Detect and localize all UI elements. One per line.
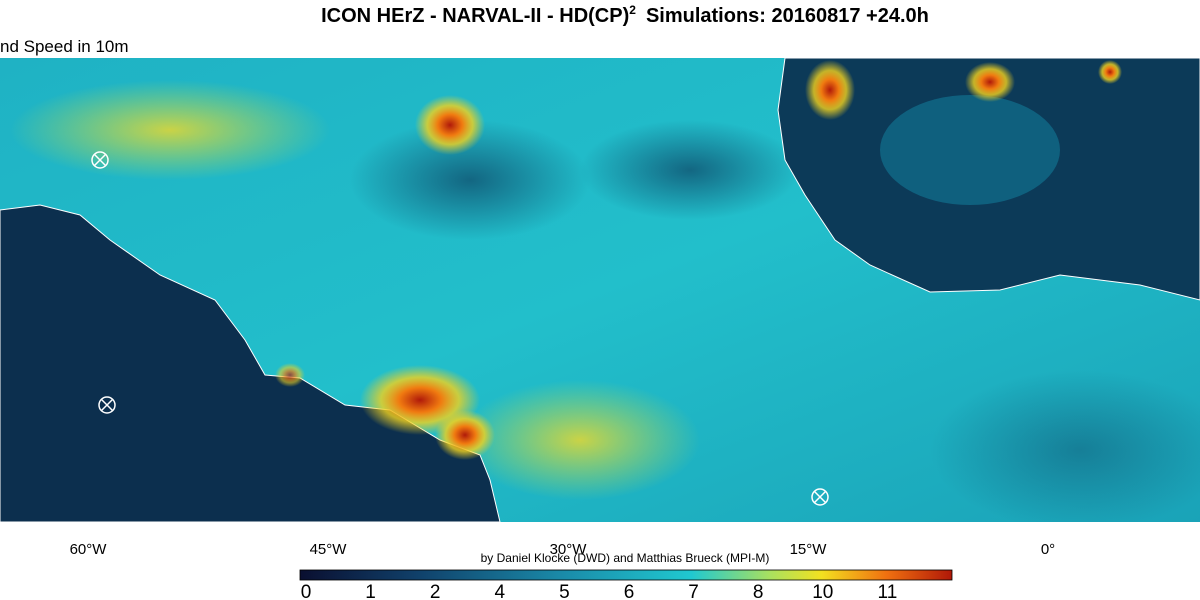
wind-hotspot bbox=[1098, 60, 1122, 84]
colorbar-tick-label: 8 bbox=[753, 582, 764, 600]
wind-hotspot bbox=[415, 95, 485, 155]
wind-hotspot bbox=[805, 60, 855, 120]
colorbar-tick-label: 10 bbox=[812, 582, 833, 600]
colorbar-tick-label: 5 bbox=[559, 582, 570, 600]
site-marker bbox=[91, 151, 109, 169]
colorbar-tick-label: 2 bbox=[430, 582, 441, 600]
credit: by Daniel Klocke (DWD) and Matthias Brue… bbox=[481, 551, 770, 565]
colorbar-ticks: 0 1 2 4 5 6 7 8 10 11 bbox=[301, 582, 898, 600]
longitude-label: 15°W bbox=[790, 541, 828, 558]
title: ICON HErZ - NARVAL-II - HD(CP)2 Simulatio… bbox=[321, 3, 929, 27]
wind-hotspot bbox=[965, 62, 1015, 102]
colorbar-tick-label: 1 bbox=[365, 582, 376, 600]
colorbar bbox=[299, 569, 953, 581]
site-marker bbox=[811, 488, 829, 506]
longitude-label: 0° bbox=[1041, 541, 1055, 558]
calm-region bbox=[930, 370, 1200, 522]
longitude-label: 60°W bbox=[70, 541, 108, 558]
longitude-label: 45°W bbox=[310, 541, 348, 558]
wind-hotspot bbox=[435, 410, 495, 460]
calm-region bbox=[580, 120, 800, 220]
wind-region bbox=[880, 95, 1060, 205]
wind-hotspot bbox=[275, 363, 305, 387]
site-marker bbox=[98, 396, 116, 414]
colorbar-tick-label: 6 bbox=[624, 582, 635, 600]
wind-region bbox=[10, 80, 330, 180]
longitude-labels: 60°W 45°W 30°W 15°W 0° bbox=[70, 541, 1056, 558]
wind-region bbox=[460, 380, 700, 500]
map bbox=[0, 58, 1200, 522]
colorbar-tick-label: 0 bbox=[301, 582, 312, 600]
colorbar-tick-label: 11 bbox=[878, 582, 898, 600]
markers bbox=[91, 151, 829, 506]
subtitle: nd Speed in 10m bbox=[0, 37, 129, 56]
colorbar-tick-label: 4 bbox=[495, 582, 506, 600]
longitude-label: 30°W bbox=[550, 541, 588, 558]
calm-region bbox=[350, 120, 590, 240]
colorbar-tick-label: 7 bbox=[688, 582, 699, 600]
